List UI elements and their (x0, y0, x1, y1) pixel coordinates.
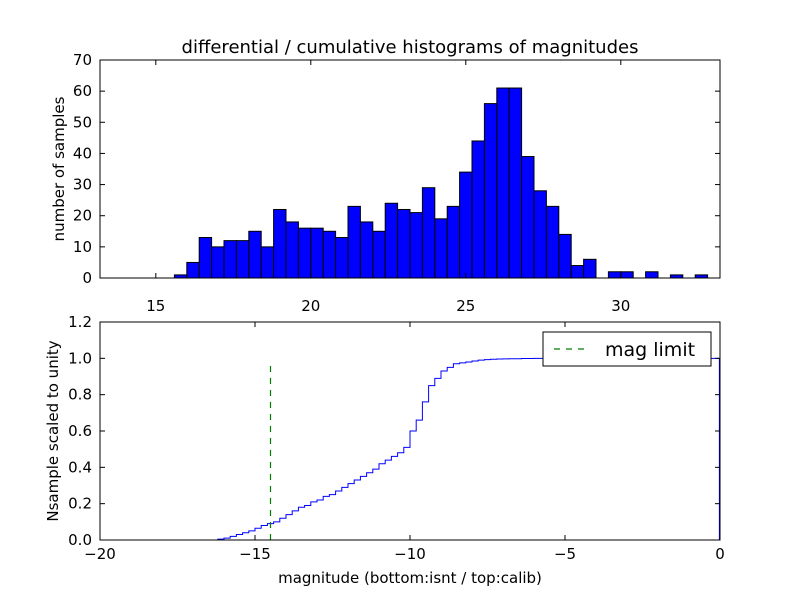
y-tick-label: 0 (82, 269, 92, 287)
bottom-axes-frame (99, 321, 721, 541)
top-histogram-panel: differential / cumulative histograms of … (50, 37, 721, 315)
y-tick-label: 20 (73, 207, 92, 225)
histogram-bar (347, 205, 361, 279)
x-tick-label: −5 (554, 545, 576, 563)
histogram-bar (372, 230, 386, 279)
histogram-bar (545, 205, 560, 279)
histogram-bar (645, 271, 659, 279)
top-y-axis-label: number of samples (50, 96, 68, 241)
y-tick-label: 1.0 (68, 349, 92, 367)
y-tick-label: 60 (73, 82, 92, 100)
bottom-x-axis-label: magnitude (bottom:isnt / top:calib) (278, 569, 542, 587)
y-tick-label: 50 (73, 113, 92, 131)
histogram-bar (496, 87, 510, 279)
chart-title: differential / cumulative histograms of … (182, 37, 639, 58)
histogram-bar (335, 237, 349, 279)
histogram-bar (558, 233, 572, 279)
histogram-bar (570, 265, 585, 279)
histogram-bar (273, 208, 287, 279)
histogram-bar (583, 258, 597, 279)
histogram-bar (248, 230, 262, 279)
y-tick-label: 70 (73, 51, 92, 69)
histogram-bar (471, 140, 485, 279)
bottom-cumulative-panel: 0.0 0.2 0.4 0.6 0.8 1.0 1.2 −20 −15 −10 −5 0 magnit… (44, 313, 725, 587)
histogram-bar (483, 103, 498, 279)
histogram-bar (359, 221, 374, 279)
x-tick-label: 25 (456, 297, 475, 315)
histogram-bar (198, 237, 213, 279)
top-axes-frame (99, 59, 721, 279)
bottom-y-axis-label: Nsample scaled to unity (44, 340, 62, 521)
histogram-bar (285, 221, 299, 279)
y-tick-label: 0.8 (68, 386, 92, 404)
histogram-bar (533, 190, 547, 279)
x-tick-label: 15 (146, 297, 165, 315)
y-tick-label: 30 (73, 176, 92, 194)
histogram-bar (434, 218, 448, 279)
histogram-bar (310, 227, 324, 279)
histogram-bar (521, 156, 535, 279)
x-tick-label: −20 (84, 545, 116, 563)
legend: mag limit (542, 331, 712, 367)
cumulative-lines (100, 357, 720, 541)
y-tick-label: 0.6 (68, 422, 92, 440)
x-tick-label: 20 (301, 297, 320, 315)
histogram-bar (384, 202, 399, 279)
histogram-bar (620, 271, 634, 279)
y-tick-label: 0.0 (68, 531, 92, 549)
y-tick-label: 40 (73, 144, 92, 162)
bottom-ticks: 0.0 0.2 0.4 0.6 0.8 1.0 1.2 −20 −15 −10 −5 0 (68, 313, 725, 563)
y-tick-label: 0.2 (68, 495, 92, 513)
histogram-bar (235, 240, 250, 279)
histogram-bar (211, 246, 225, 279)
histogram-bar (260, 246, 275, 279)
y-tick-label: 10 (73, 238, 92, 256)
top-ticks: 0 10 20 30 40 50 60 70 15 20 25 30 (73, 51, 720, 315)
x-tick-label: −10 (394, 545, 426, 563)
histogram-bar (446, 205, 461, 279)
histogram-bar (322, 230, 337, 279)
cumulative-step-line (100, 357, 720, 541)
x-tick-label: 30 (611, 297, 630, 315)
histogram-bar (421, 187, 436, 279)
histogram-bar (409, 212, 423, 279)
histogram-bar (508, 87, 523, 279)
x-tick-label: 0 (715, 545, 725, 563)
y-tick-label: 0.4 (68, 458, 92, 476)
y-tick-label: 1.2 (68, 313, 92, 331)
histogram-bars (173, 87, 709, 279)
x-tick-label: −15 (239, 545, 271, 563)
histogram-bar (459, 171, 473, 279)
histogram-bar (186, 261, 200, 279)
histogram-bar (223, 240, 237, 279)
legend-label: mag limit (605, 339, 695, 361)
histogram-bar (397, 208, 411, 279)
histogram-bar (297, 227, 312, 279)
histogram-bar (607, 271, 622, 279)
